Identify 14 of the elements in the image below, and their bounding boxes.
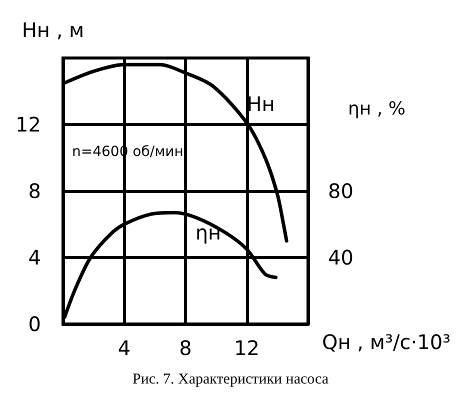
x-tick-label: 8 (179, 336, 192, 360)
y-tick-label: 12 (16, 112, 41, 136)
text: Рис. 7. Характеристики насоса (132, 372, 329, 388)
y-tick-label: 0 (28, 312, 41, 336)
y-axis-title: Hн , м (22, 18, 84, 42)
y2-tick-label: 80 (328, 179, 354, 203)
x-tick-label: 4 (118, 336, 131, 360)
y-tick-label: 4 (28, 246, 41, 270)
x-tick-label: 12 (234, 336, 260, 360)
series-label: ηн (195, 220, 222, 245)
x-axis-title: Qн , м³/с·10³ (322, 330, 451, 354)
y2-axis-title: ηн , % (348, 98, 406, 120)
y-tick-label: 8 (28, 179, 41, 203)
y2-tick-label: 40 (328, 246, 354, 270)
